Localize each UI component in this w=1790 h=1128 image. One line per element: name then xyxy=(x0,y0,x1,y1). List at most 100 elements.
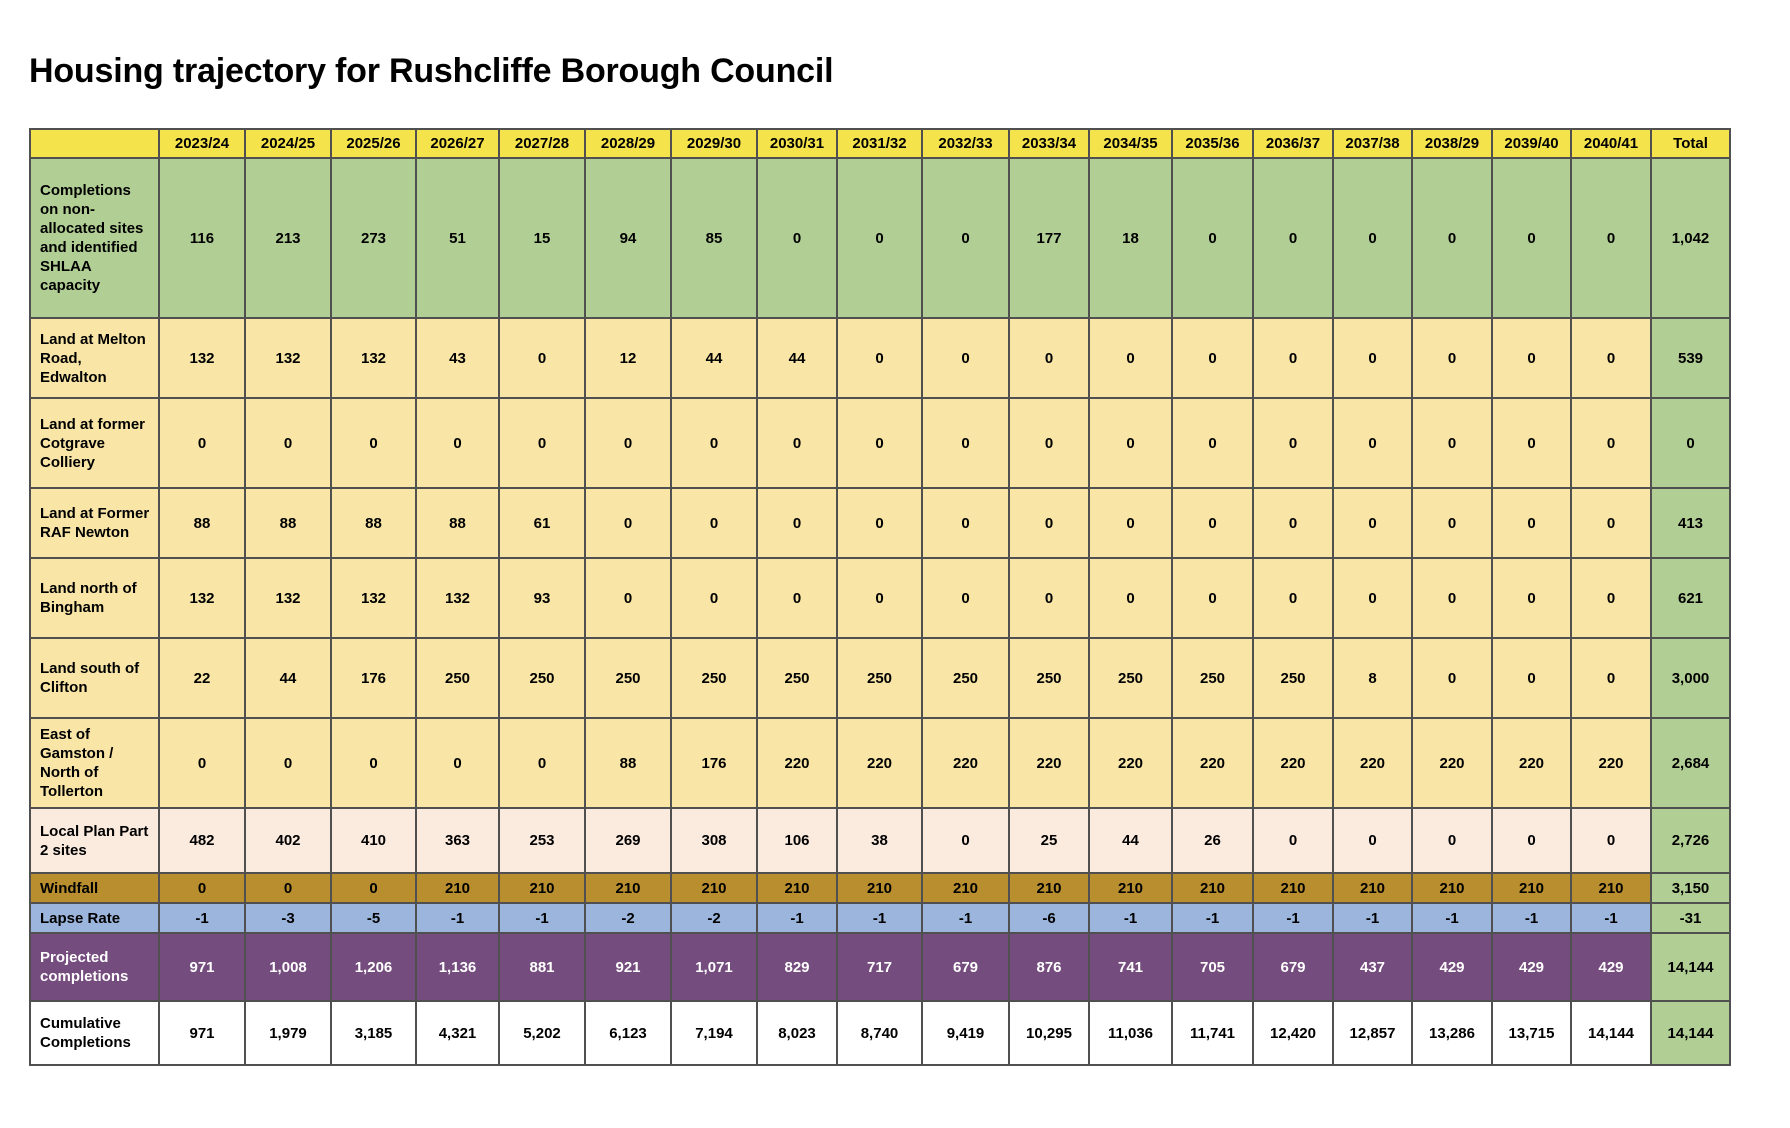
value-cell: 482 xyxy=(158,807,246,874)
row-label: East of Gamston / North of Tollerton xyxy=(29,717,160,809)
value-cell: 250 xyxy=(1008,637,1090,719)
value-cell: 250 xyxy=(836,637,923,719)
value-cell: -1 xyxy=(1570,902,1652,934)
value-cell: 220 xyxy=(921,717,1010,809)
value-cell: 11,741 xyxy=(1171,1000,1254,1066)
page-title: Housing trajectory for Rushcliffe Boroug… xyxy=(29,52,834,90)
row-label: Land at Melton Road, Edwalton xyxy=(29,317,160,399)
value-cell: 250 xyxy=(921,637,1010,719)
value-cell: 132 xyxy=(415,557,500,639)
value-cell: 0 xyxy=(1332,157,1413,319)
value-cell: 0 xyxy=(1411,487,1493,559)
total-cell: 14,144 xyxy=(1650,932,1731,1002)
value-cell: 210 xyxy=(1570,872,1652,904)
value-cell: 44 xyxy=(756,317,838,399)
total-cell: 3,150 xyxy=(1650,872,1731,904)
value-cell: 273 xyxy=(330,157,417,319)
value-cell: 3,185 xyxy=(330,1000,417,1066)
value-cell: 363 xyxy=(415,807,500,874)
row-label: Land north of Bingham xyxy=(29,557,160,639)
value-cell: 0 xyxy=(836,157,923,319)
table-row: Land at Melton Road, Edwalton 132 132 132 43… xyxy=(29,317,1731,399)
total-cell: 413 xyxy=(1650,487,1731,559)
value-cell: 308 xyxy=(670,807,758,874)
value-cell: 0 xyxy=(1008,317,1090,399)
value-cell: 971 xyxy=(158,1000,246,1066)
table-row: Cumulative Completions 971 1,979 3,185 4,321… xyxy=(29,1000,1731,1066)
value-cell: 0 xyxy=(1332,317,1413,399)
value-cell: 0 xyxy=(1171,397,1254,489)
value-cell: 0 xyxy=(836,397,923,489)
value-cell: 22 xyxy=(158,637,246,719)
value-cell: 679 xyxy=(1252,932,1334,1002)
value-cell: 0 xyxy=(1332,807,1413,874)
value-cell: 0 xyxy=(1171,317,1254,399)
column-header: 2027/28 xyxy=(498,128,586,159)
column-header: 2033/34 xyxy=(1008,128,1090,159)
value-cell: -1 xyxy=(921,902,1010,934)
total-cell: 2,684 xyxy=(1650,717,1731,809)
value-cell: 921 xyxy=(584,932,672,1002)
value-cell: 0 xyxy=(836,557,923,639)
total-cell: 3,000 xyxy=(1650,637,1731,719)
value-cell: -1 xyxy=(1411,902,1493,934)
header-row: 2023/24 2024/25 2025/26 2026/27 2027/28 2028/… xyxy=(29,128,1731,159)
value-cell: 0 xyxy=(921,317,1010,399)
row-label: Land south of Clifton xyxy=(29,637,160,719)
value-cell: 12,857 xyxy=(1332,1000,1413,1066)
value-cell: 0 xyxy=(584,557,672,639)
value-cell: 0 xyxy=(1491,157,1572,319)
value-cell: 210 xyxy=(670,872,758,904)
value-cell: 0 xyxy=(921,557,1010,639)
value-cell: 210 xyxy=(756,872,838,904)
value-cell: 0 xyxy=(1491,487,1572,559)
value-cell: 210 xyxy=(584,872,672,904)
value-cell: 0 xyxy=(1411,807,1493,874)
value-cell: 0 xyxy=(1252,397,1334,489)
value-cell: 43 xyxy=(415,317,500,399)
total-cell: 14,144 xyxy=(1650,1000,1731,1066)
value-cell: 0 xyxy=(1008,487,1090,559)
table-row: Land at former Cotgrave Colliery 0 0 0 0 0 0 0 0… xyxy=(29,397,1731,489)
value-cell: -1 xyxy=(158,902,246,934)
value-cell: 0 xyxy=(670,397,758,489)
value-cell: 106 xyxy=(756,807,838,874)
value-cell: 0 xyxy=(1171,157,1254,319)
column-header: Total xyxy=(1650,128,1731,159)
value-cell: 6,123 xyxy=(584,1000,672,1066)
value-cell: -1 xyxy=(1491,902,1572,934)
value-cell: 220 xyxy=(1491,717,1572,809)
value-cell: 0 xyxy=(1332,557,1413,639)
value-cell: 0 xyxy=(330,717,417,809)
value-cell: 132 xyxy=(330,317,417,399)
value-cell: -6 xyxy=(1008,902,1090,934)
value-cell: 0 xyxy=(1088,397,1173,489)
value-cell: -1 xyxy=(836,902,923,934)
value-cell: 0 xyxy=(836,487,923,559)
column-header: 2023/24 xyxy=(158,128,246,159)
value-cell: -1 xyxy=(1332,902,1413,934)
value-cell: 213 xyxy=(244,157,332,319)
value-cell: -3 xyxy=(244,902,332,934)
value-cell: 13,286 xyxy=(1411,1000,1493,1066)
column-header: 2031/32 xyxy=(836,128,923,159)
row-label: Local Plan Part 2 sites xyxy=(29,807,160,874)
value-cell: 61 xyxy=(498,487,586,559)
column-header: 2028/29 xyxy=(584,128,672,159)
value-cell: 0 xyxy=(1570,487,1652,559)
value-cell: 876 xyxy=(1008,932,1090,1002)
value-cell: 220 xyxy=(1008,717,1090,809)
value-cell: 0 xyxy=(1252,807,1334,874)
row-label: Cumulative Completions xyxy=(29,1000,160,1066)
value-cell: 94 xyxy=(584,157,672,319)
value-cell: 176 xyxy=(330,637,417,719)
value-cell: 210 xyxy=(1411,872,1493,904)
value-cell: -1 xyxy=(498,902,586,934)
column-header: 2038/29 xyxy=(1411,128,1493,159)
value-cell: 0 xyxy=(921,487,1010,559)
value-cell: 0 xyxy=(1171,487,1254,559)
value-cell: 0 xyxy=(1171,557,1254,639)
total-cell: 621 xyxy=(1650,557,1731,639)
value-cell: 44 xyxy=(670,317,758,399)
value-cell: 0 xyxy=(158,397,246,489)
